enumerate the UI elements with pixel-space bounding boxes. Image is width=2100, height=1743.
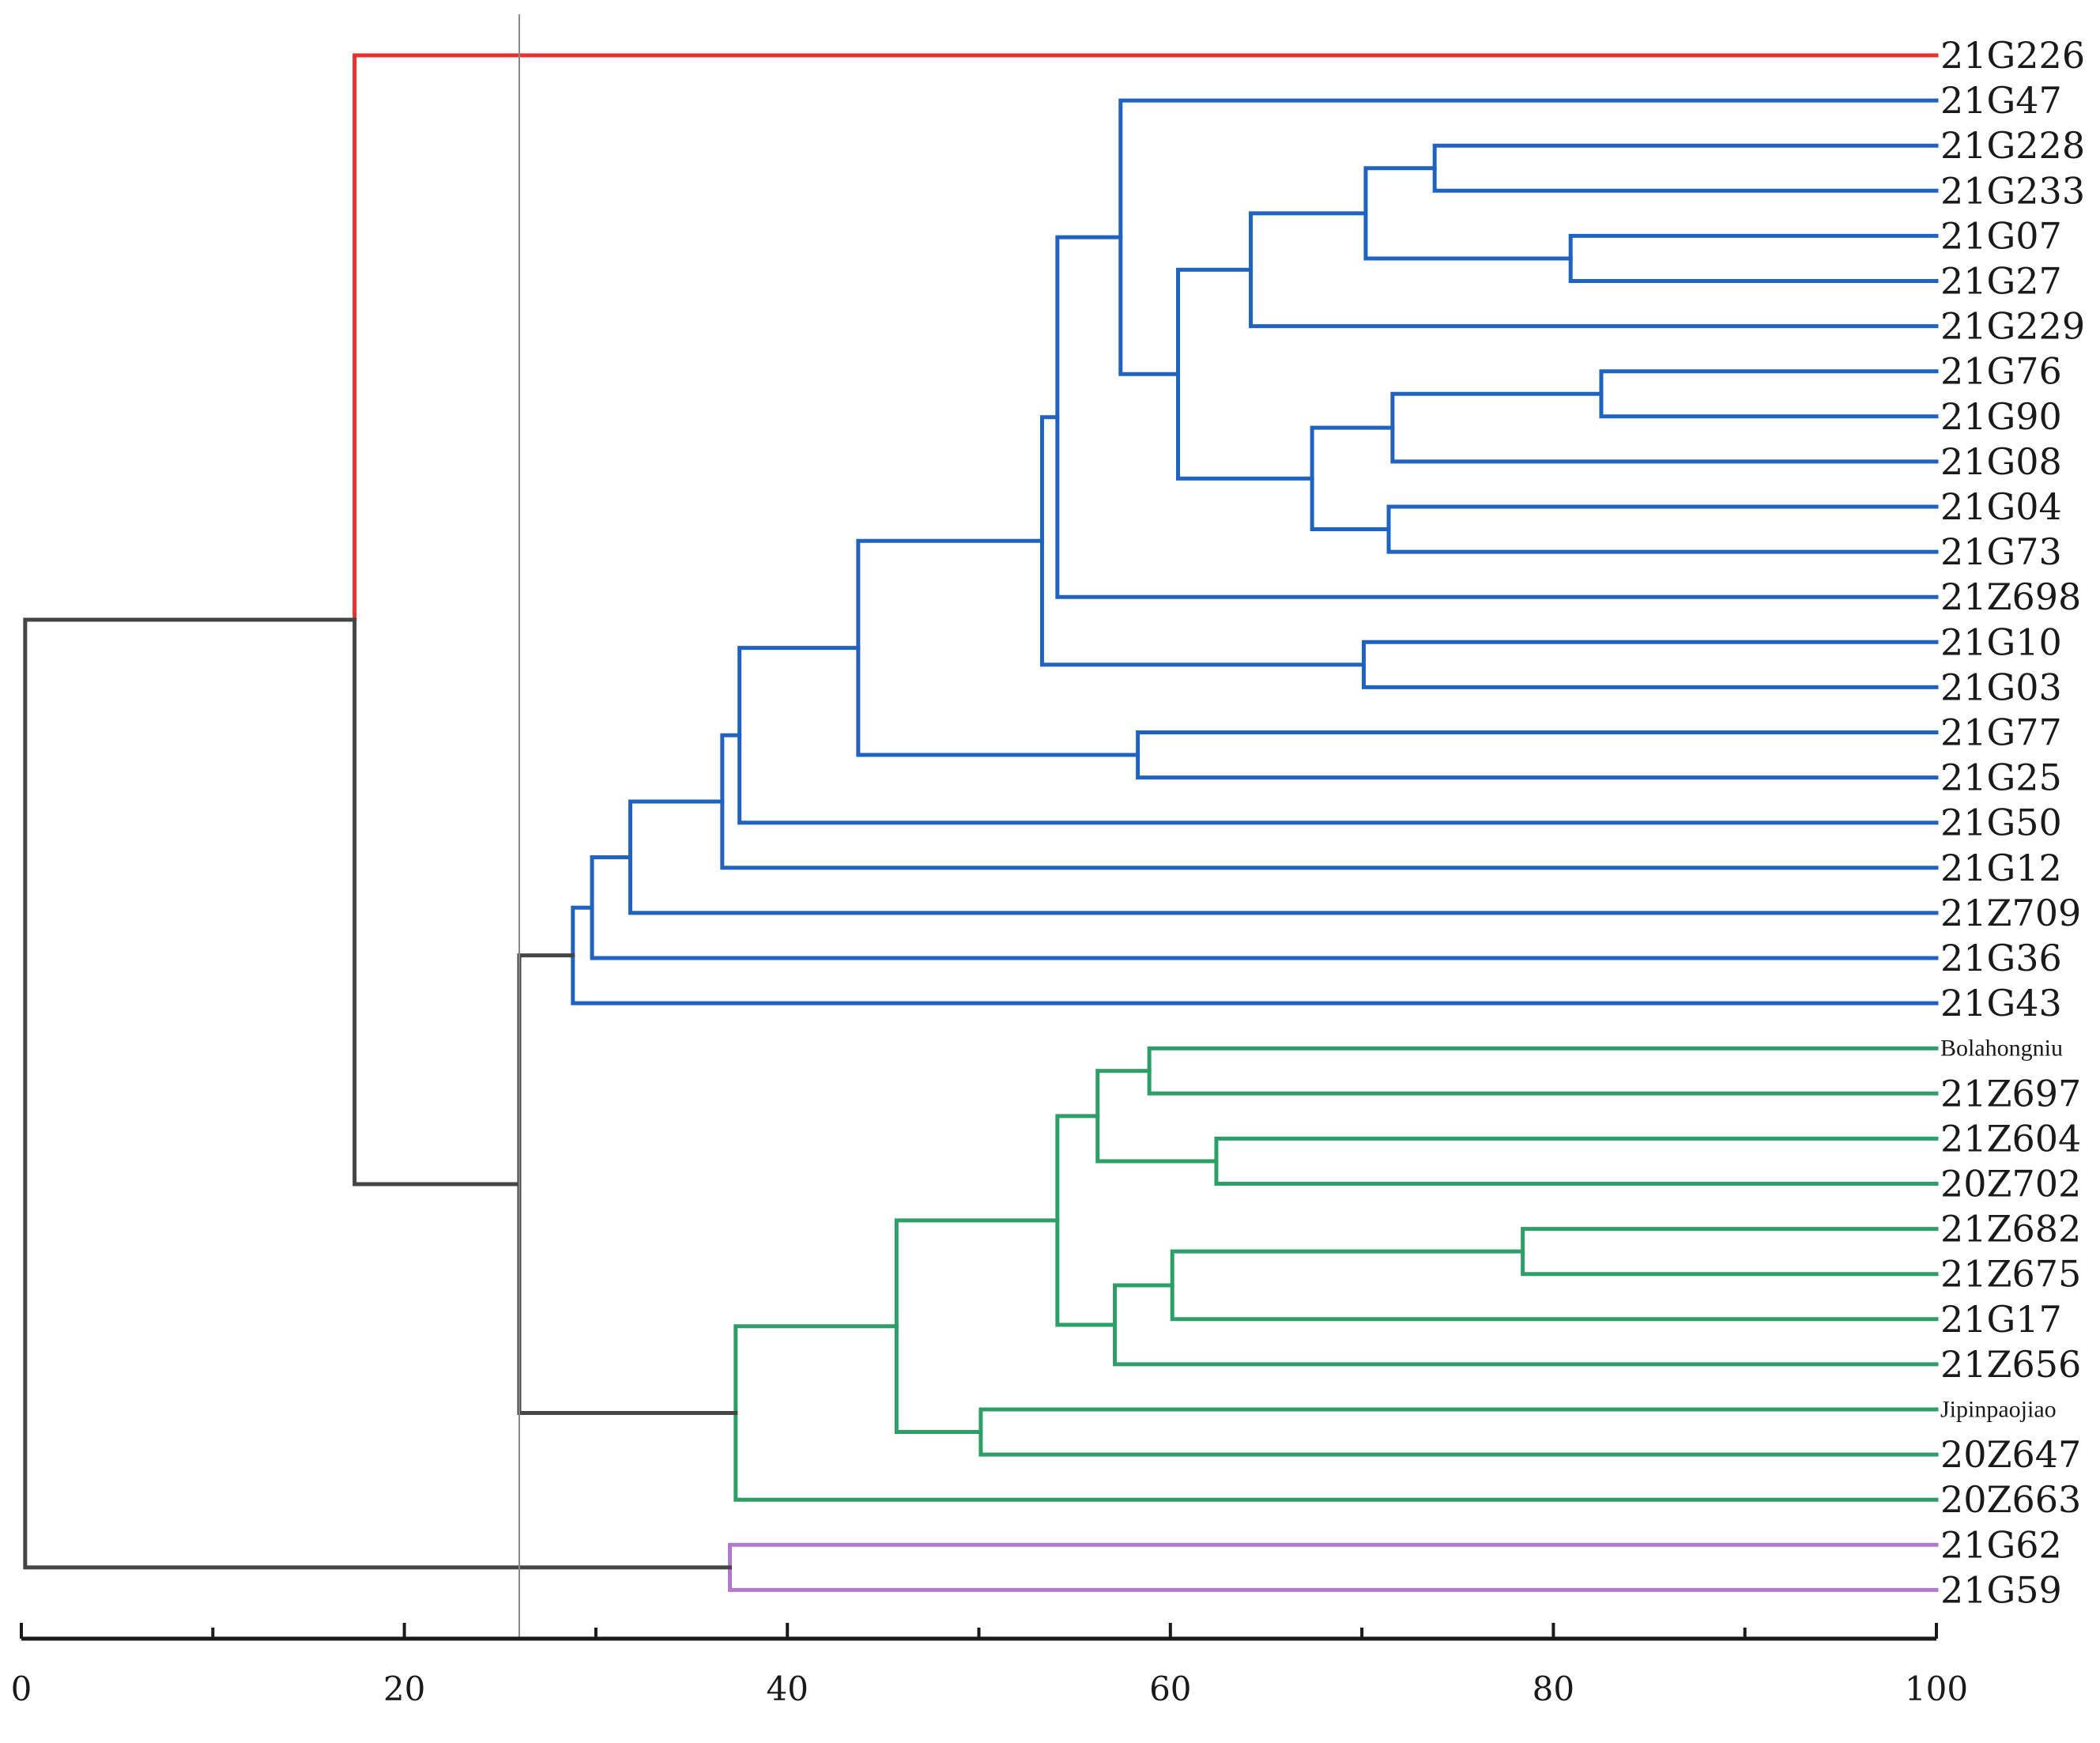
leaf-label: 21G43 [1940, 982, 2062, 1024]
leaf-label: 21G62 [1940, 1523, 2062, 1566]
leaf-label: 21G90 [1940, 395, 2062, 438]
branch-g10 [733, 1324, 1939, 1502]
leaf-label: 21G08 [1940, 440, 2062, 483]
leaf-label: 20Z702 [1940, 1163, 2081, 1205]
x-axis: 0 20 40 60 80 100 [11, 1623, 1968, 1708]
branch-k2-lower [353, 617, 522, 1187]
leaf-label: 21G27 [1940, 260, 2062, 303]
leaf-label: 21G17 [1940, 1298, 2062, 1341]
branch-b3 [1363, 166, 1573, 261]
branch-g7 [1055, 1114, 1118, 1327]
leaf-label: 21Z682 [1940, 1208, 2081, 1251]
dendrogram-branches [23, 53, 1939, 1592]
branch-g5 [1170, 1249, 1939, 1322]
branch-b14 [1136, 730, 1939, 780]
leaf-label: 21G10 [1940, 621, 2062, 663]
leaf-label: 21G47 [1940, 79, 2062, 122]
leaf-label: 21G25 [1940, 756, 2062, 799]
branch-g9 [894, 1218, 1060, 1435]
branch-b5 [1599, 369, 1939, 419]
leaf-label: 21G228 [1940, 124, 2085, 167]
branch-k1 [517, 953, 738, 1415]
x-tick-label: 0 [11, 1669, 32, 1708]
branch-g8 [978, 1407, 1939, 1457]
leaf-label: 21G233 [1940, 169, 2085, 212]
branch-b13 [1039, 415, 1367, 667]
leaf-label: 21G76 [1940, 350, 2062, 393]
branch-b18 [628, 799, 1939, 915]
leaf-label: 21Z698 [1940, 575, 2081, 618]
leaf-label: 21G50 [1940, 802, 2062, 844]
branch-k2-upper [353, 53, 1939, 622]
leaf-label: 21G36 [1940, 937, 2062, 979]
x-tick-label: 40 [766, 1669, 808, 1708]
leaf-label: 21Z604 [1940, 1117, 2081, 1160]
branch-b8 [1310, 425, 1395, 532]
branch-g6 [1113, 1283, 1939, 1367]
leaf-label: 20Z663 [1940, 1478, 2081, 1521]
branch-b19 [590, 855, 1939, 960]
branch-b2 [1568, 233, 1939, 283]
branch-g2 [1214, 1136, 1939, 1186]
leaf-labels: 21G22621G4721G22821G23321G0721G2721G2292… [1940, 34, 2085, 1611]
leaf-label: 21G07 [1940, 214, 2062, 257]
branch-b16 [737, 646, 1939, 825]
leaf-label: 20Z647 [1940, 1433, 2081, 1476]
leaf-label: 21G04 [1940, 485, 2062, 528]
x-tick-label: 100 [1905, 1669, 1968, 1708]
branch-k3 [23, 617, 733, 1570]
leaf-label: Bolahongniu [1940, 1036, 2063, 1062]
branch-b1 [1432, 143, 1939, 193]
leaf-label: 21Z675 [1940, 1253, 2081, 1296]
branch-g1 [1147, 1046, 1939, 1096]
leaf-label: 21G73 [1940, 530, 2062, 573]
leaf-label: 21G229 [1940, 305, 2085, 348]
leaf-label: 21G12 [1940, 847, 2062, 889]
leaf-label: Jipinpaojiao [1940, 1397, 2057, 1423]
leaf-label: 21G59 [1940, 1568, 2062, 1611]
branch-b20 [571, 905, 1939, 1005]
branch-b4 [1249, 211, 1939, 329]
branch-b15 [856, 538, 1140, 757]
branch-g3 [1095, 1069, 1219, 1164]
branch-b6 [1390, 391, 1939, 464]
x-tick-label: 20 [383, 1669, 425, 1708]
leaf-label: 21Z656 [1940, 1343, 2081, 1386]
leaf-label: 21Z697 [1940, 1072, 2081, 1115]
leaf-label: 21G03 [1940, 666, 2062, 708]
x-tick-label: 60 [1149, 1669, 1191, 1708]
x-tick-label: 80 [1533, 1669, 1574, 1708]
branch-b12 [1362, 639, 1939, 689]
branch-g4 [1521, 1227, 1939, 1277]
leaf-label: 21Z709 [1940, 892, 2081, 934]
leaf-label: 21G77 [1940, 711, 2062, 754]
branch-p1 [728, 1542, 1939, 1592]
leaf-label: 21G226 [1940, 34, 2085, 77]
branch-b9 [1175, 267, 1314, 481]
branch-b7 [1386, 504, 1939, 554]
